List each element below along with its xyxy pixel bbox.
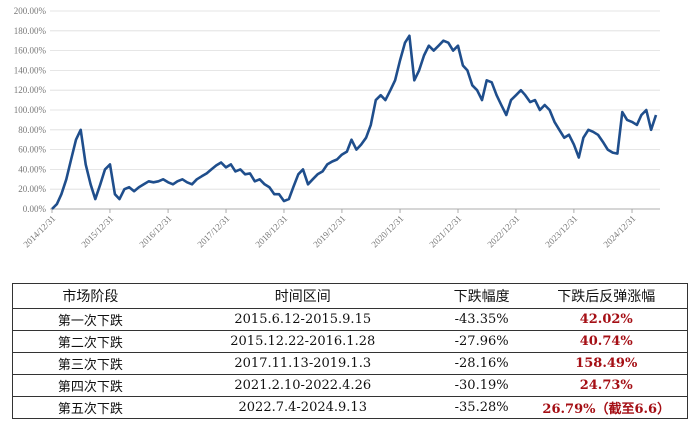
y-tick-label: 120.00%: [14, 85, 47, 95]
table-cell: 2022.7.4-2024.9.13: [167, 396, 438, 419]
table-row: 第五次下跌 2022.7.4-2024.9.13 -35.28% 26.79%（截至6…: [12, 396, 688, 419]
table-cell: 2017.11.13-2019.1.3: [167, 352, 438, 375]
x-tick-label: 2016/12/31: [137, 213, 173, 249]
table-cell: -30.19%: [437, 374, 526, 397]
chart: 0.00% 20.00% 40.00% 60.00% 80.00% 100.00% 120.…: [14, 6, 660, 249]
table-cell: 市场阶段: [12, 283, 168, 309]
table-cell: -27.96%: [437, 330, 526, 353]
table-cell: 2015.6.12-2015.9.15: [167, 308, 438, 331]
x-tick-label: 2018/12/31: [253, 213, 289, 249]
y-tick-label: 20.00%: [18, 184, 46, 194]
data-table: 市场阶段 时间区间 下跌幅度 下跌后反弹涨幅 第一次下跌 2015.6.12-2015.9…: [12, 283, 688, 419]
table-row: 市场阶段 时间区间 下跌幅度 下跌后反弹涨幅: [12, 283, 688, 309]
x-tick-label: 2017/12/31: [195, 213, 231, 249]
table-cell: 158.49%: [525, 352, 688, 375]
table-cell: 24.73%: [525, 374, 688, 397]
table-cell: 第三次下跌: [12, 352, 168, 375]
table-cell: 第四次下跌: [12, 374, 168, 397]
table-row: 第二次下跌 2015.12.22-2016.1.28 -27.96% 40.74%: [12, 330, 688, 353]
table-cell: -28.16%: [437, 352, 526, 375]
y-tick-label: 180.00%: [14, 26, 47, 36]
data-line: [51, 34, 658, 210]
table-cell: 下跌后反弹涨幅: [525, 283, 688, 309]
table-cell: -43.35%: [437, 308, 526, 331]
table-cell: 26.79%（截至6.6）: [525, 396, 688, 419]
table-cell: 下跌幅度: [437, 283, 526, 309]
x-tick-label: 2024/12/31: [601, 213, 637, 249]
x-tick-label: 2014/12/31: [21, 213, 57, 249]
x-tick-label: 2023/12/31: [543, 213, 579, 249]
y-tick-label: 40.00%: [18, 164, 46, 174]
table-row: 第四次下跌 2021.2.10-2022.4.26 -30.19% 24.73%: [12, 374, 688, 397]
table-cell: 2015.12.22-2016.1.28: [167, 330, 438, 353]
table-cell: 第五次下跌: [12, 396, 168, 419]
y-tick-label: 140.00%: [14, 65, 47, 75]
table-cell: 第二次下跌: [12, 330, 168, 353]
x-tick-label: 2020/12/31: [369, 213, 405, 249]
y-tick-label: 200.00%: [14, 6, 47, 16]
x-tick-label: 2022/12/31: [485, 213, 521, 249]
y-tick-label: 0.00%: [23, 204, 47, 214]
table-cell: 2021.2.10-2022.4.26: [167, 374, 438, 397]
table-row: 第三次下跌 2017.11.13-2019.1.3 -28.16% 158.49%: [12, 352, 688, 375]
table-cell: 40.74%: [525, 330, 688, 353]
y-tick-label: 160.00%: [14, 46, 47, 56]
y-tick-label: 60.00%: [18, 145, 46, 155]
x-tick-label: 2019/12/31: [311, 213, 347, 249]
table-cell: -35.28%: [437, 396, 526, 419]
x-tick-label: 2015/12/31: [79, 213, 115, 249]
table-cell: 时间区间: [167, 283, 438, 309]
y-tick-label: 80.00%: [18, 125, 46, 135]
table-row: 第一次下跌 2015.6.12-2015.9.15 -43.35% 42.02%: [12, 308, 688, 331]
x-tick-label: 2021/12/31: [427, 213, 463, 249]
y-tick-label: 100.00%: [14, 105, 47, 115]
table-cell: 第一次下跌: [12, 308, 168, 331]
table-cell: 42.02%: [525, 308, 688, 331]
